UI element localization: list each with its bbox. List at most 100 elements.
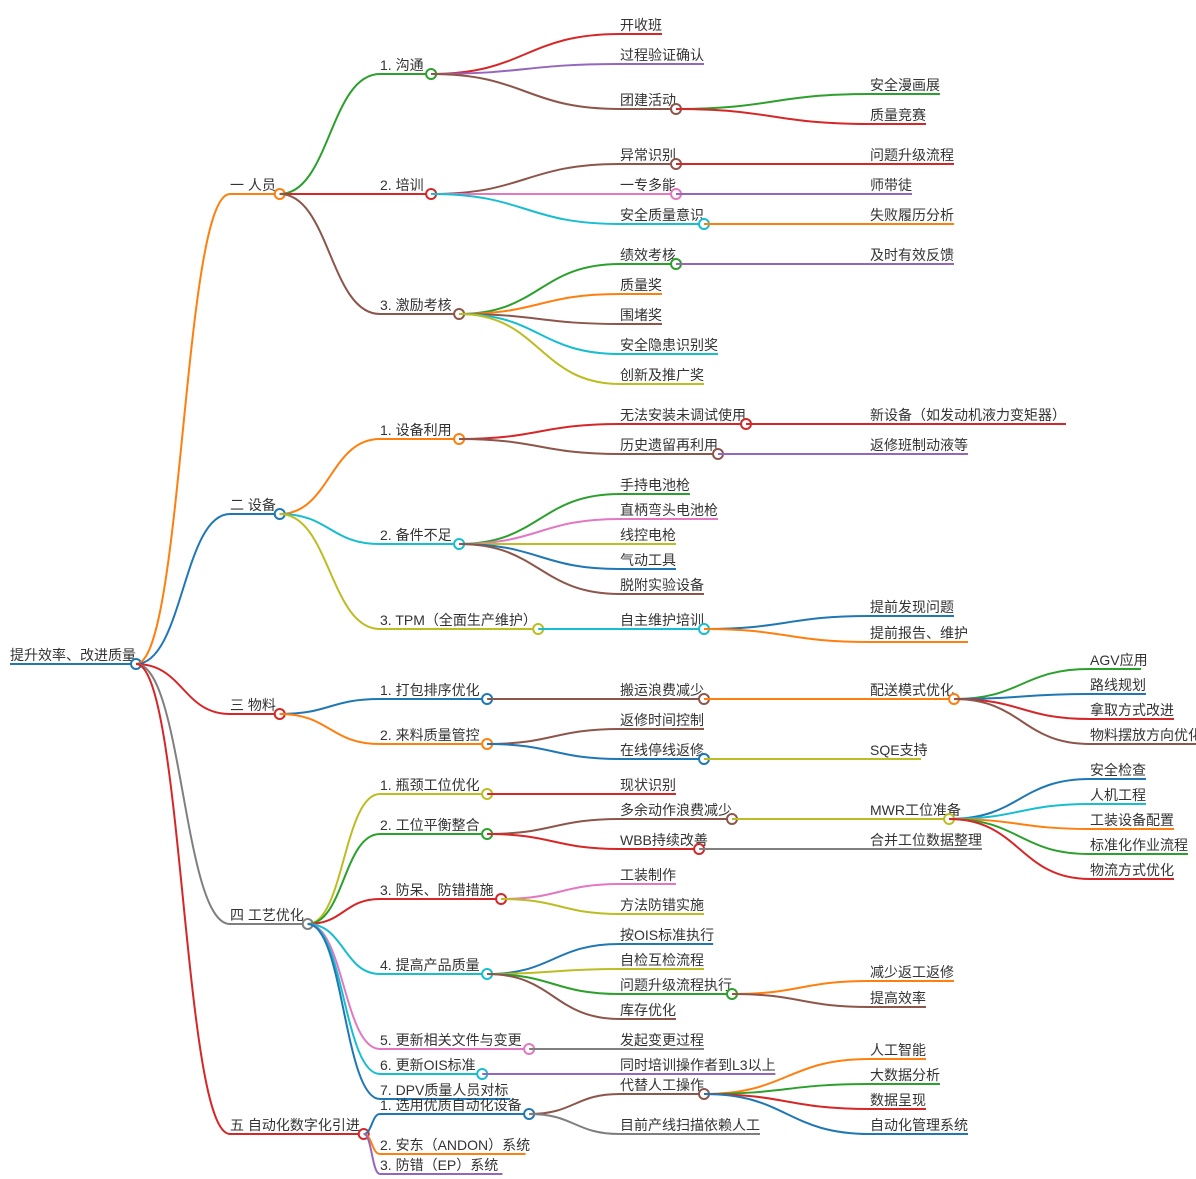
node-label: 发起变更过程 — [620, 1032, 704, 1048]
branch — [431, 74, 620, 109]
branch — [949, 779, 1090, 819]
node-label: 物料摆放方向优化 — [1090, 727, 1196, 743]
node-label: 及时有效反馈 — [870, 247, 954, 263]
node-label: 自动化管理系统 — [870, 1117, 968, 1133]
branch — [732, 981, 870, 994]
branch — [459, 264, 620, 314]
node-label: 问题升级流程 — [870, 147, 954, 163]
branch — [487, 834, 620, 849]
branch — [136, 664, 230, 1134]
branch — [487, 969, 620, 974]
branch — [704, 629, 870, 642]
node-label: 异常识别 — [620, 147, 676, 163]
node-label: 开收班 — [620, 17, 662, 33]
branch — [501, 899, 620, 914]
node-label: 1. 打包排序优化 — [380, 682, 480, 698]
node-label: 二 设备 — [230, 497, 276, 513]
branch — [459, 544, 620, 569]
node-label: 提升效率、改进质量 — [10, 647, 136, 663]
node-label: 2. 培训 — [380, 177, 424, 193]
node-label: 合并工位数据整理 — [870, 832, 982, 848]
node-label: 过程验证确认 — [620, 47, 704, 63]
node-label: 围堵奖 — [620, 307, 662, 323]
node-label: 安全漫画展 — [870, 77, 940, 93]
node-label: 提前报告、维护 — [870, 625, 968, 641]
node-label: 返修时间控制 — [620, 712, 704, 728]
node-label: 气动工具 — [620, 552, 676, 568]
node-label: 数据呈现 — [870, 1092, 926, 1108]
branch — [136, 194, 230, 664]
branch — [308, 924, 380, 1049]
branch — [136, 664, 230, 714]
node-label: 直柄弯头电池枪 — [620, 502, 718, 518]
node-label: 方法防错实施 — [620, 897, 704, 913]
branch — [704, 616, 870, 629]
mindmap-canvas: 提升效率、改进质量一 人员1. 沟通开收班过程验证确认团建活动安全漫画展质量竞赛… — [0, 0, 1196, 1179]
node-label: 质量奖 — [620, 277, 662, 293]
node-label: 线控电枪 — [620, 527, 676, 543]
node-label: 3. 防呆、防错措施 — [380, 882, 494, 898]
node-label: 2. 安东（ANDON）系统 — [380, 1137, 530, 1153]
branch — [280, 439, 380, 514]
node-label: 减少返工返修 — [870, 964, 954, 980]
node-label: 三 物料 — [230, 697, 276, 713]
branch — [487, 974, 620, 994]
node-label: 提前发现问题 — [870, 599, 954, 615]
branch — [732, 994, 870, 1007]
branch — [487, 974, 620, 1019]
branch — [459, 519, 620, 544]
node-label: 现状识别 — [620, 777, 676, 793]
node-label: 2. 备件不足 — [380, 527, 452, 543]
node-label: 失败履历分析 — [870, 207, 954, 223]
node-label: 配送模式优化 — [870, 682, 954, 698]
node-label: 自检互检流程 — [620, 952, 704, 968]
branch — [487, 819, 620, 834]
node-label: AGV应用 — [1090, 652, 1148, 668]
node-label: 按OIS标准执行 — [620, 927, 714, 943]
node-label: 多余动作浪费减少 — [620, 802, 732, 818]
node-label: 提高效率 — [870, 990, 926, 1006]
node-label: 标准化作业流程 — [1090, 837, 1188, 853]
node-label: 搬运浪费减少 — [620, 682, 704, 698]
node-label: 返修班制动液等 — [870, 437, 968, 453]
node-label: 3. 激励考核 — [380, 297, 452, 313]
branch — [308, 924, 380, 1074]
branch — [280, 74, 380, 194]
branch — [136, 514, 230, 664]
node-label: 人工智能 — [870, 1042, 926, 1058]
node-label: 目前产线扫描依赖人工 — [620, 1117, 760, 1133]
node-label: 质量竞赛 — [870, 107, 926, 123]
branch — [954, 694, 1090, 699]
node-label: 代替人工操作 — [620, 1077, 704, 1093]
node-label: 4. 提高产品质量 — [380, 957, 480, 973]
node-label: 物流方式优化 — [1090, 862, 1174, 878]
node-label: 1. 选用优质自动化设备 — [380, 1097, 522, 1113]
node-label: 创新及推广奖 — [620, 367, 704, 383]
branch — [487, 729, 620, 744]
node-label: 新设备（如发动机液力变矩器） — [870, 407, 1066, 423]
node-label: 工装设备配置 — [1090, 812, 1174, 828]
node-label: 3. 防错（EP）系统 — [380, 1157, 498, 1173]
node-label: 1. 瓶颈工位优化 — [380, 777, 480, 793]
branch — [676, 109, 870, 124]
node-label: 拿取方式改进 — [1090, 702, 1174, 718]
node-label: 人机工程 — [1090, 787, 1146, 803]
node-label: 在线停线返修 — [620, 742, 704, 758]
node-label: 历史遗留再利用 — [620, 437, 718, 453]
branch — [459, 294, 620, 314]
branch — [459, 424, 620, 439]
node-label: 6. 更新OIS标准 — [380, 1057, 476, 1073]
node-label: 库存优化 — [620, 1002, 676, 1018]
node-label: 安全检查 — [1090, 762, 1146, 778]
branch — [529, 1114, 620, 1134]
node-label: 2. 工位平衡整合 — [380, 817, 480, 833]
node-label: 四 工艺优化 — [230, 907, 304, 923]
branch — [676, 94, 870, 109]
node-label: 安全隐患识别奖 — [620, 337, 718, 353]
branch — [308, 794, 380, 924]
node-label: 工装制作 — [620, 867, 676, 883]
node-label: 安全质量意识 — [620, 207, 704, 223]
branch — [136, 664, 230, 924]
node-label: 手持电池枪 — [620, 477, 690, 493]
node-label: 无法安装未调试使用 — [620, 407, 746, 423]
